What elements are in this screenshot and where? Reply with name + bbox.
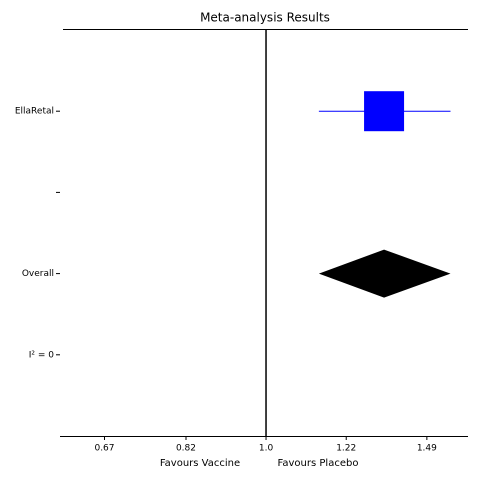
effect-box	[364, 91, 405, 132]
x-tick-label: 1.0	[259, 444, 274, 454]
x-tick-label: 0.67	[94, 444, 114, 454]
chart-title: Meta-analysis Results	[200, 11, 330, 25]
x-label-right: Favours Placebo	[278, 458, 359, 469]
x-tick-label: 1.49	[417, 444, 437, 454]
y-tick-label: EllaRetal	[15, 107, 54, 117]
y-tick-label: I² = 0	[29, 350, 55, 360]
overall-diamond	[318, 249, 451, 298]
y-tick-label: Overall	[22, 269, 54, 279]
x-tick-label: 0.82	[176, 444, 196, 454]
x-label-left: Favours Vaccine	[160, 458, 240, 469]
x-tick-label: 1.22	[336, 444, 356, 454]
